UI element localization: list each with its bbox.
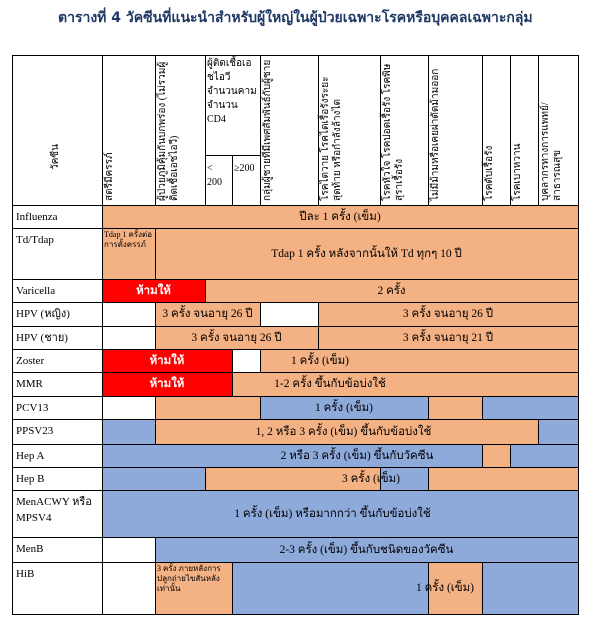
cell [102, 349, 233, 373]
row-label: HPV (หญิง) [16, 308, 70, 320]
header-cell [232, 155, 261, 206]
row-label: Td/Tdap [16, 234, 54, 246]
header-cell [12, 55, 103, 206]
cell-text: 2-3 ครั้ง (เข็ม) ขึ้นกับชนิดของวัคซีน [279, 543, 454, 556]
cell [102, 396, 156, 420]
cell [102, 228, 156, 280]
cell-text: 3 ครั้ง จนอายุ 26 ปี [402, 308, 494, 320]
cell [102, 490, 579, 538]
header-cell [205, 155, 233, 206]
cell [260, 302, 319, 327]
row-label: MenACWY หรือ MPSV4 [16, 496, 92, 524]
cell-text: 1-2 ครั้ง ขึ้นกับข้อบ่งใช้ [274, 378, 386, 390]
header-text: กลุ่มผู้ชายที่มีเพศสัมพันธ์กับผู้ชาย [262, 59, 273, 201]
cell [232, 562, 429, 615]
header-text: ผู้ป่วยภูมิคุ้มกันบกพร่อง (ไม่รวมผู้ติดเ… [157, 61, 180, 201]
row-header-cell [12, 349, 103, 373]
header-text: โรคเบาหวาน [512, 143, 523, 201]
cell-text: 2 ครั้ง [377, 284, 406, 297]
header-cell [538, 55, 579, 206]
row-label: PPSV23 [16, 425, 54, 437]
cell [232, 349, 261, 373]
cell-text: 3 ครั้ง จนอายุ 26 ปี [191, 331, 282, 344]
header-text: ไม่มีม้ามหรือเคยผ่าตัดม้ามออก [430, 68, 441, 201]
cell [428, 396, 483, 420]
header-text: สตรีมีครรภ์ [104, 152, 115, 201]
cell-text: 1, 2 หรือ 3 ครั้ง (เข็ม) ขึ้นกับข้อบ่งใช… [255, 425, 432, 438]
cell [102, 279, 206, 303]
cell-text: ห้ามให้ [136, 284, 171, 297]
cell-text: ห้ามให้ [149, 354, 185, 367]
cell-text: 3 ครั้ง (เข็ม) [341, 472, 401, 485]
row-label: HiB [16, 568, 35, 580]
cell-text: ห้ามให้ [149, 378, 185, 390]
cell-text: 3 ครั้ง จนอายุ 21 ปี [402, 331, 494, 344]
cell [482, 396, 579, 420]
cell [482, 562, 579, 615]
header-cell [428, 55, 483, 206]
cell [102, 562, 156, 615]
cell [380, 467, 429, 491]
row-label: Varicella [16, 285, 56, 297]
row-label: PCV13 [16, 402, 49, 414]
cell [102, 467, 206, 491]
row-label: Hep B [16, 473, 45, 485]
cell-text: 1 ครั้ง (เข็ม) [415, 582, 475, 594]
header-text: < 200 [207, 163, 222, 188]
row-label: Zoster [16, 355, 45, 367]
cell-text: 3 ครั้ง จนอายุ 26 ปี [162, 308, 253, 320]
cell [482, 444, 511, 468]
header-text: ผู้ติดเชื้อเอชไอวี จำนวนคาม จำนวน CD4 [207, 58, 257, 125]
cell [260, 396, 429, 420]
row-header-cell [12, 444, 103, 468]
cell-text: Tdap 1 ครั้งต่อการตั้งครรภ์ [104, 230, 152, 249]
cell-text: 2 หรือ 3 ครั้ง (เข็ม) ขึ้นกับวัคซีน [280, 449, 434, 462]
row-label: HPV (ชาย) [16, 332, 68, 344]
row-label: MenB [16, 543, 44, 555]
header-cell [205, 55, 261, 156]
cell-text: 1 ครั้ง (เข็ม) [290, 354, 350, 367]
cell-text: 1 ครั้ง (เข็ม) หรือมากกว่า ขึ้นกับข้อบ่ง… [234, 507, 431, 520]
cell [510, 444, 579, 468]
row-label: MMR [16, 378, 43, 390]
cell-text: ปีละ 1 ครั้ง (เข็ม) [299, 210, 381, 223]
header-text: วัคซีน [50, 144, 61, 170]
cell [155, 228, 579, 280]
row-label: Hep A [16, 450, 45, 462]
header-text: บุคลากรทางการแพทย์/สาธารณสุข [540, 102, 563, 201]
row-label: Influenza [16, 211, 58, 223]
cell [155, 537, 579, 563]
header-cell [482, 55, 511, 206]
cell [102, 419, 156, 445]
header-cell [318, 55, 381, 206]
cell [155, 562, 233, 615]
row-header-cell [12, 228, 103, 280]
header-text: โรคไตวาย โรคไตเรื้อรังระยะสุดท้าย หรือกำ… [320, 76, 343, 201]
row-header-cell [12, 562, 103, 615]
header-text: ≥200 [234, 163, 255, 174]
cell [102, 537, 156, 563]
row-header-cell [12, 419, 103, 445]
header-text: โรคตับเรื้อรัง [484, 145, 495, 201]
row-header-cell [12, 396, 103, 420]
cell [428, 562, 483, 615]
cell-text: 3 ครั้ง ภายหลังการปลูกถ่ายไขสันหลังเท่าน… [157, 564, 221, 593]
cell [155, 396, 261, 420]
header-cell [102, 55, 156, 206]
cell [102, 302, 156, 327]
cell-text: Tdap 1 ครั้ง หลังจากนั้นให้ Td ทุกๆ 10 ป… [271, 247, 462, 260]
cell [318, 326, 579, 350]
cell [102, 326, 156, 350]
cell-text: 1 ครั้ง (เข็ม) [314, 401, 374, 414]
header-cell [510, 55, 539, 206]
cell [205, 467, 381, 491]
title: ตารางที่ 4 วัคซีนที่แนะนำสำหรับผู้ใหญ่ใน… [58, 10, 533, 26]
row-header-cell [12, 326, 103, 350]
header-text: โรคหัวใจ โรคปอดเรื้อรัง โรคพิษสุราเรื้อร… [382, 63, 405, 201]
cell [538, 419, 579, 445]
